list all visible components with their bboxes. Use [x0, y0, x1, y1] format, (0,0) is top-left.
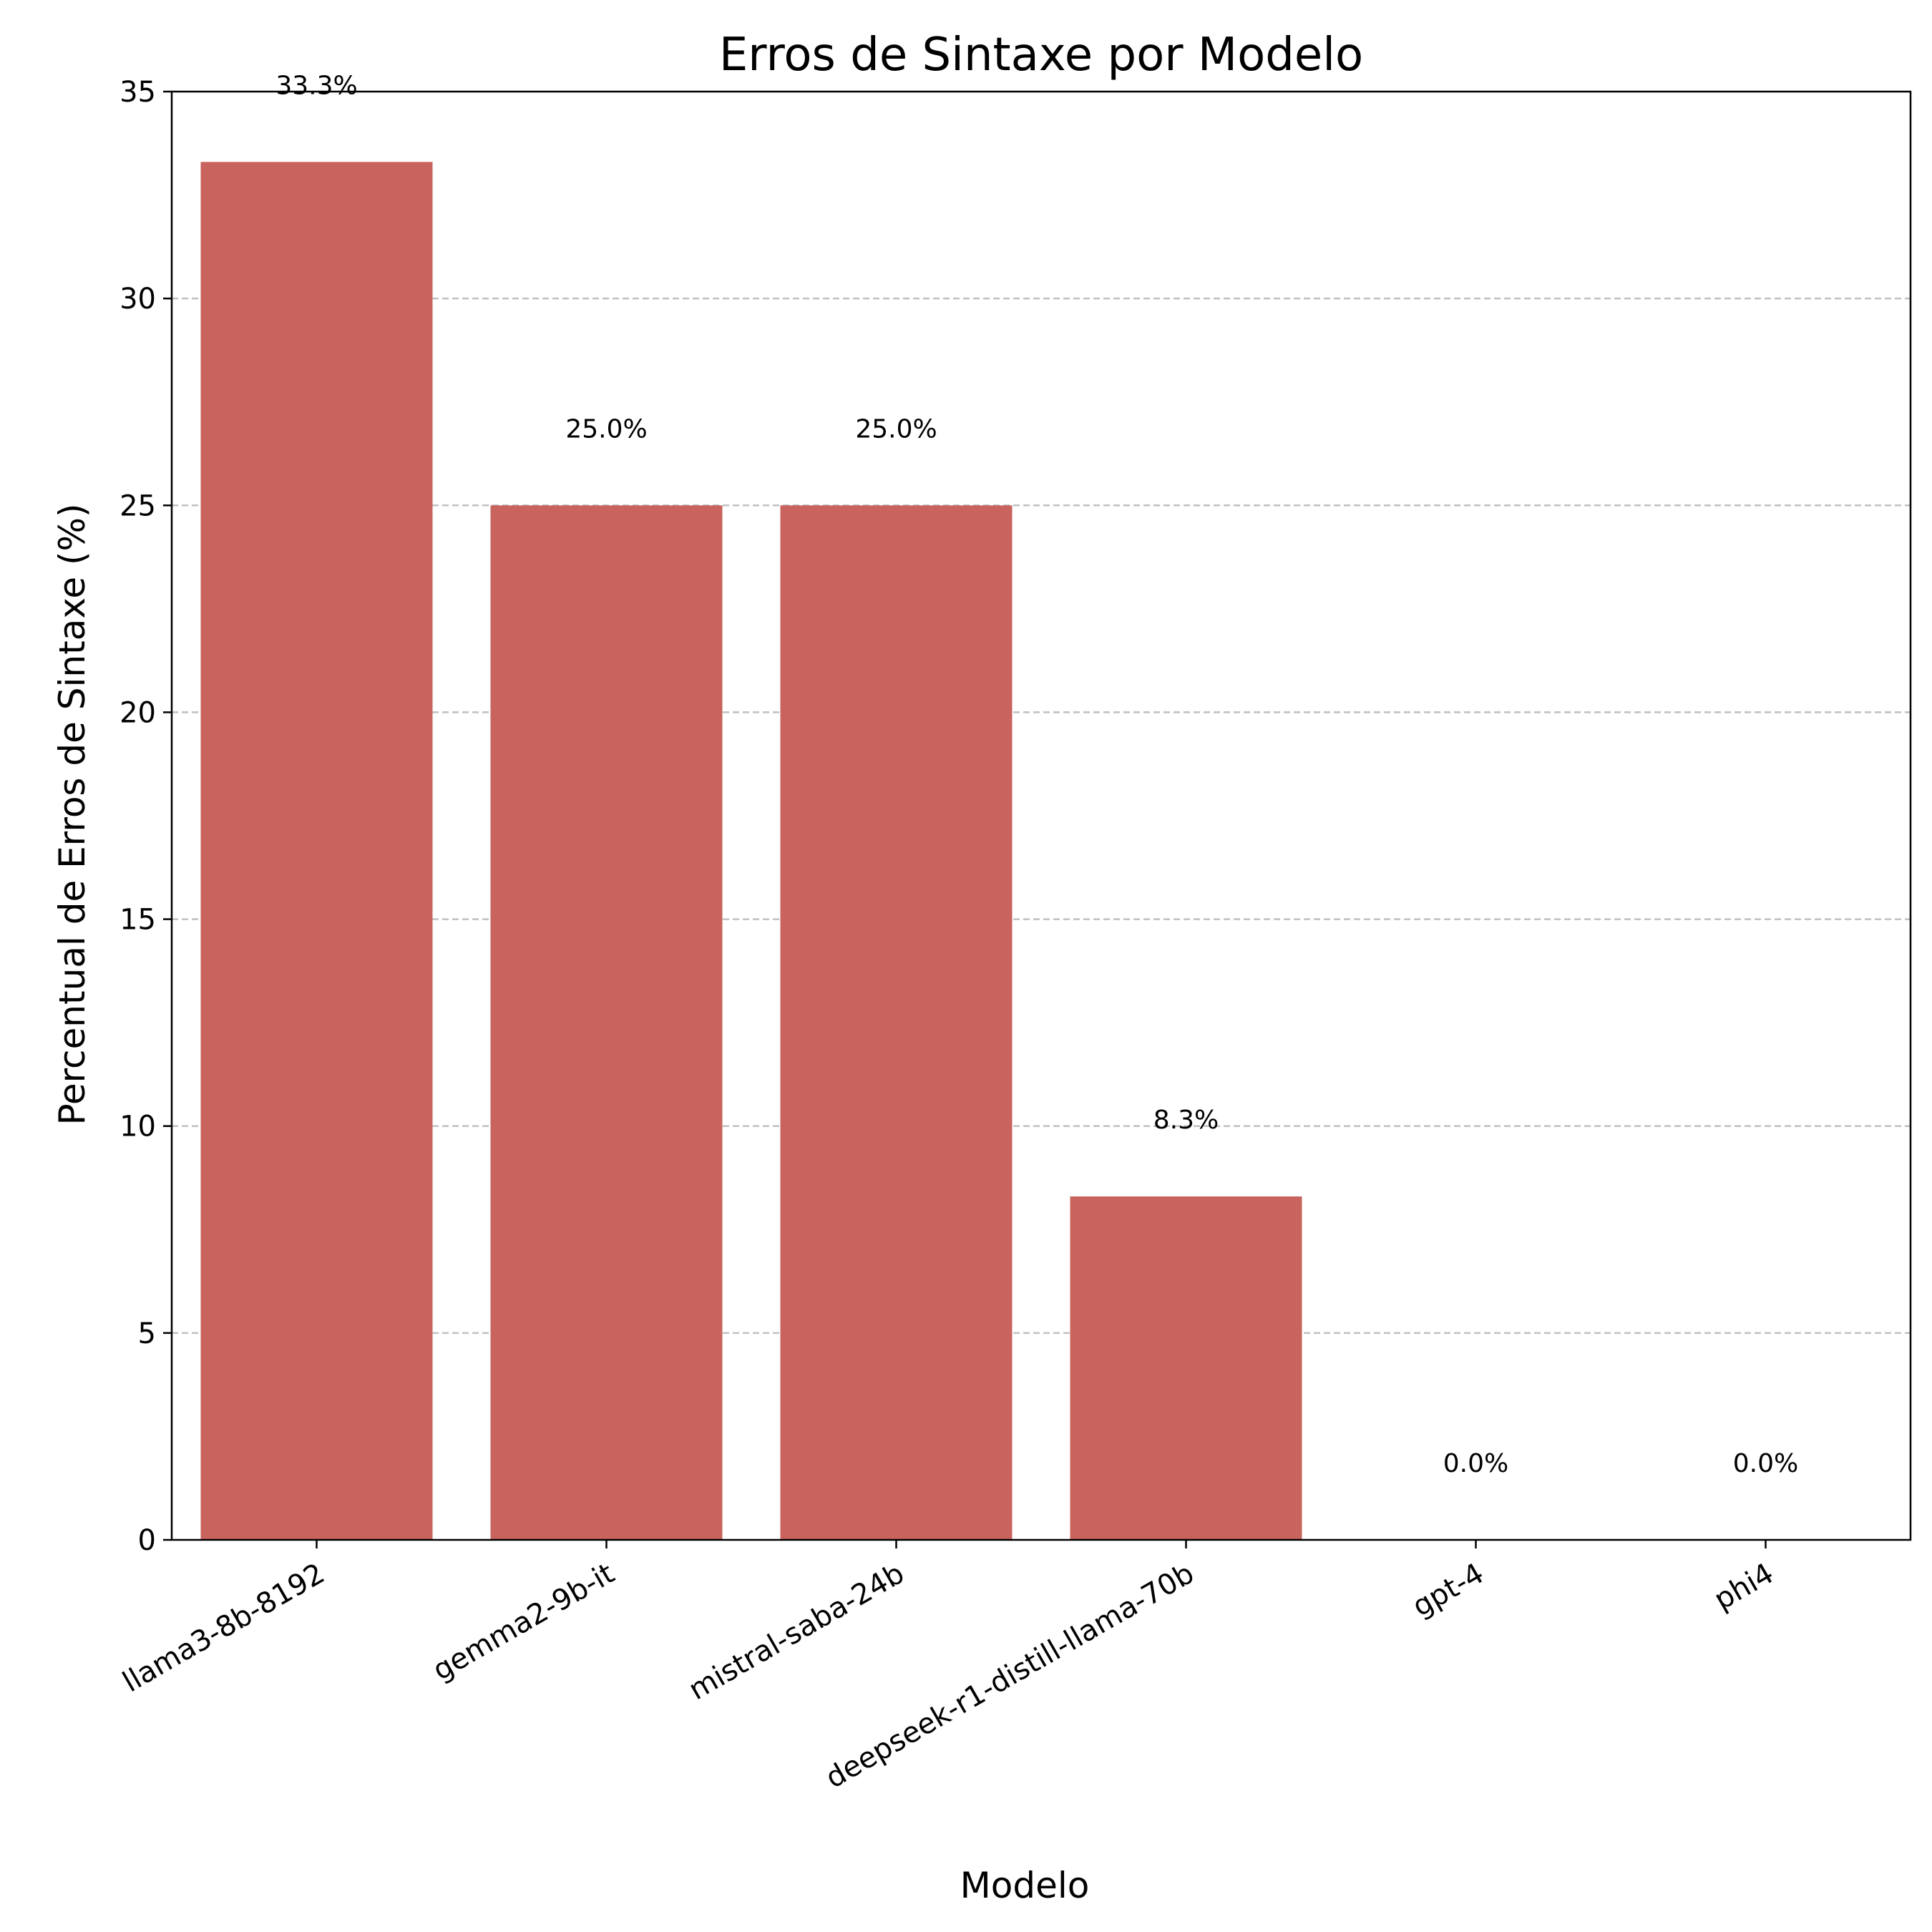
- x-axis-ticks: llama3-8b-8192 gemma2-9b-it mistral-saba-2…: [117, 1540, 1780, 1795]
- chart-title: Erros de Sintaxe por Modelo: [719, 29, 1363, 82]
- grid-lines: [172, 297, 1911, 1335]
- plot-frame: [170, 90, 1912, 1541]
- y-tick-label: 10: [119, 1111, 156, 1143]
- x-tick-label: gemma2-9b-it: [427, 1557, 620, 1687]
- y-tick-label: 0: [138, 1524, 156, 1557]
- bars: [200, 162, 1302, 1541]
- y-tick-label: 15: [119, 904, 156, 937]
- bar: [1070, 1196, 1302, 1540]
- data-label: 8.3%: [1153, 1106, 1219, 1135]
- x-tick-label: phi4: [1709, 1557, 1780, 1616]
- y-tick-label: 5: [138, 1317, 156, 1350]
- x-tick-label: llama3-8b-8192: [117, 1557, 331, 1699]
- y-axis-label: Percentual de Erros de Sintaxe (%): [52, 503, 93, 1125]
- data-labels: 33.3% 25.0% 25.0% 8.3% 0.0% 0.0%: [275, 71, 1798, 1478]
- data-label: 0.0%: [1443, 1449, 1508, 1478]
- y-tick-label: 35: [119, 76, 156, 109]
- bar: [780, 505, 1013, 1541]
- x-axis-label: Modelo: [960, 1865, 1090, 1906]
- data-label: 33.3%: [275, 71, 357, 100]
- x-tick-label: mistral-saba-24b: [683, 1557, 910, 1707]
- bar: [200, 162, 433, 1540]
- x-tick-label: gpt-4: [1407, 1557, 1489, 1624]
- y-axis-ticks: 0 5 10 15 20 25 30 35: [119, 76, 172, 1557]
- data-label: 0.0%: [1733, 1449, 1798, 1478]
- data-label: 25.0%: [565, 414, 647, 444]
- bar: [490, 505, 723, 1541]
- data-label: 25.0%: [855, 414, 937, 444]
- y-tick-label: 20: [119, 696, 156, 729]
- y-tick-label: 30: [119, 283, 156, 316]
- y-tick-label: 25: [119, 489, 156, 522]
